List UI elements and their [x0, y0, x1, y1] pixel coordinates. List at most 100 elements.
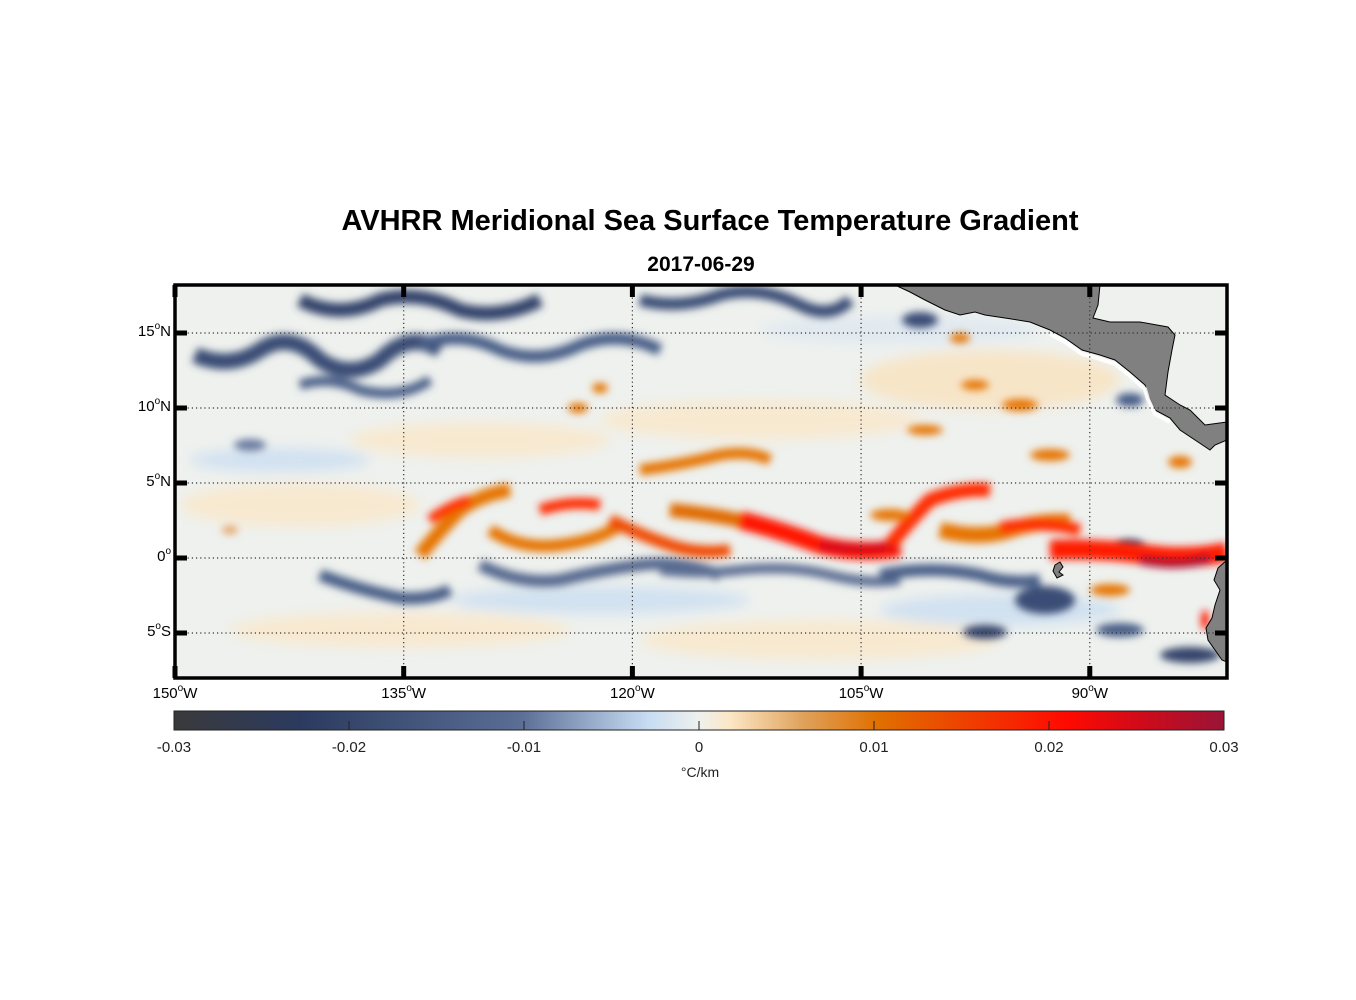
- hemisphere: W: [183, 685, 198, 702]
- label-number: 0: [157, 548, 166, 565]
- hemisphere: W: [1093, 685, 1108, 702]
- latitude-label: 0o: [111, 546, 171, 565]
- positive-band: [998, 518, 1082, 536]
- positive-band: [427, 495, 472, 525]
- land-mass: [1205, 559, 1227, 663]
- latitude-label: 15oN: [111, 321, 171, 340]
- degree-symbol: o: [406, 683, 412, 694]
- positive-eddy: [870, 509, 910, 521]
- label-number: 150: [152, 685, 178, 702]
- colorbar-ticks: [348, 721, 1050, 730]
- colorbar-tick-label: -0.03: [156, 739, 192, 756]
- land-galapagos: [1052, 561, 1064, 579]
- land-south-america: [1205, 559, 1227, 663]
- negative-band: [878, 564, 1041, 588]
- sst-gradient-field: [175, 285, 1227, 678]
- hemisphere: N: [160, 398, 171, 415]
- negative-band: [417, 332, 663, 363]
- colorbar-unit: °C/km: [680, 764, 720, 780]
- negative-eddy: [963, 625, 1007, 639]
- negative-band: [638, 285, 855, 318]
- latitude-label: 10oN: [111, 396, 171, 415]
- positive-eddy: [950, 333, 970, 343]
- negative-eddy: [1160, 647, 1220, 663]
- positive-eddy: [1168, 456, 1192, 468]
- land-mass: [894, 285, 1227, 451]
- faint-warm-patch: [350, 422, 610, 458]
- positive-band: [538, 497, 601, 516]
- hemisphere: W: [411, 685, 427, 702]
- label-number: 90: [1071, 685, 1089, 702]
- label-number: 15: [137, 323, 155, 340]
- positive-band: [1139, 553, 1212, 569]
- degree-symbol: o: [165, 546, 171, 557]
- chart-title: AVHRR Meridional Sea Surface Temperature…: [341, 205, 1079, 237]
- faint-cool-patch: [880, 594, 1120, 626]
- negative-eddy: [1096, 623, 1144, 637]
- faint-cool-patch: [760, 316, 1040, 344]
- colorbar-tick-label: 0.03: [1209, 739, 1239, 756]
- faint-warm-patch: [640, 620, 1000, 660]
- negative-band: [317, 569, 453, 605]
- longitude-label: 120oW: [592, 683, 672, 702]
- map-ticks: [172, 285, 1227, 678]
- land-central-america: [894, 285, 1227, 451]
- longitude-label: 150oW: [135, 683, 215, 702]
- positive-eddy: [961, 380, 989, 390]
- label-number: 5: [147, 623, 156, 640]
- faint-warm-patch: [180, 483, 420, 527]
- latitude-label: 5oN: [111, 471, 171, 490]
- longitude-label: 90oW: [1050, 683, 1130, 702]
- negative-eddy: [1116, 393, 1144, 407]
- latitude-label: 5oS: [111, 621, 171, 640]
- positive-eddy: [1030, 449, 1070, 461]
- negative-band: [659, 563, 901, 587]
- positive-eddy: [222, 526, 238, 534]
- positive-band: [607, 514, 731, 558]
- negative-eddy: [902, 312, 938, 328]
- degree-symbol: o: [635, 683, 641, 694]
- island: [1052, 561, 1064, 579]
- degree-symbol: o: [177, 683, 184, 694]
- label-number: 135: [381, 685, 407, 702]
- degree-symbol: o: [1088, 683, 1094, 694]
- positive-eddy: [1201, 610, 1209, 630]
- positive-eddy: [907, 425, 943, 435]
- degree-symbol: o: [154, 471, 161, 482]
- label-number: 105: [838, 685, 864, 702]
- negative-features: [191, 285, 1220, 663]
- colorbar-tick-label: -0.01: [506, 739, 542, 756]
- positive-band: [819, 541, 901, 553]
- faint-cool-patch: [450, 586, 750, 614]
- degree-symbol: o: [155, 621, 161, 632]
- negative-eddy: [234, 439, 266, 451]
- coastline-halo: [1049, 332, 1171, 424]
- negative-band: [298, 375, 433, 399]
- positive-eddy: [1002, 399, 1038, 411]
- colorbar-tick-label: 0.01: [859, 739, 889, 756]
- positive-band: [414, 483, 512, 560]
- negative-eddy: [1015, 586, 1075, 614]
- degree-symbol: o: [154, 396, 161, 407]
- label-number: 120: [610, 685, 636, 702]
- colorbar-tick-label: -0.02: [331, 739, 367, 756]
- positive-band: [1049, 539, 1227, 567]
- faint-warm-patch: [230, 612, 570, 648]
- faint-warm-patch: [860, 350, 1120, 410]
- chart-subtitle: 2017-06-29: [647, 253, 755, 276]
- positive-eddy: [592, 383, 608, 393]
- positive-eddy: [568, 403, 588, 413]
- degree-symbol: o: [154, 321, 161, 332]
- label-number: 10: [137, 398, 155, 415]
- negative-band: [477, 557, 723, 587]
- hemisphere: N: [160, 323, 171, 340]
- positive-band: [486, 520, 624, 552]
- faint-cool-patch: [190, 448, 370, 472]
- negative-band: [191, 334, 445, 378]
- colorbar-tick-label: 0: [694, 739, 704, 756]
- positive-band: [639, 447, 773, 476]
- colorbar-tick-label: 0.02: [1034, 739, 1064, 756]
- hemisphere: S: [160, 623, 171, 640]
- faint-warm-patch: [600, 400, 920, 440]
